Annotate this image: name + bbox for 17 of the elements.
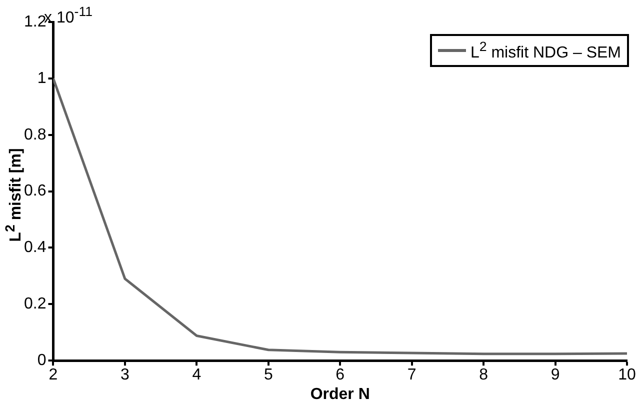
y-tick-label: 0.4 — [24, 239, 46, 256]
x-tick-label: 5 — [264, 366, 273, 384]
x-tick-label: 2 — [48, 366, 58, 384]
x-tick-label: 8 — [479, 366, 488, 384]
y-tick-label: 1 — [37, 70, 46, 87]
y-tick-label: 0.6 — [24, 182, 46, 200]
x-tick-label: 9 — [550, 366, 560, 384]
x-axis-title: Order N — [310, 386, 370, 403]
y-tick-label: 0.2 — [24, 296, 46, 313]
legend-label: L$^{2}$ misfit NDG – SEM — [470, 39, 621, 62]
x-tick-label: 3 — [120, 366, 130, 384]
x-tick-label: 4 — [192, 366, 202, 384]
x-tick-label: 6 — [336, 366, 345, 384]
x-tick-label: 7 — [407, 366, 416, 384]
y-tick-label: 0 — [37, 352, 46, 370]
x-tick-label: 10 — [618, 366, 636, 384]
y-tick-label: 0.8 — [24, 126, 46, 144]
